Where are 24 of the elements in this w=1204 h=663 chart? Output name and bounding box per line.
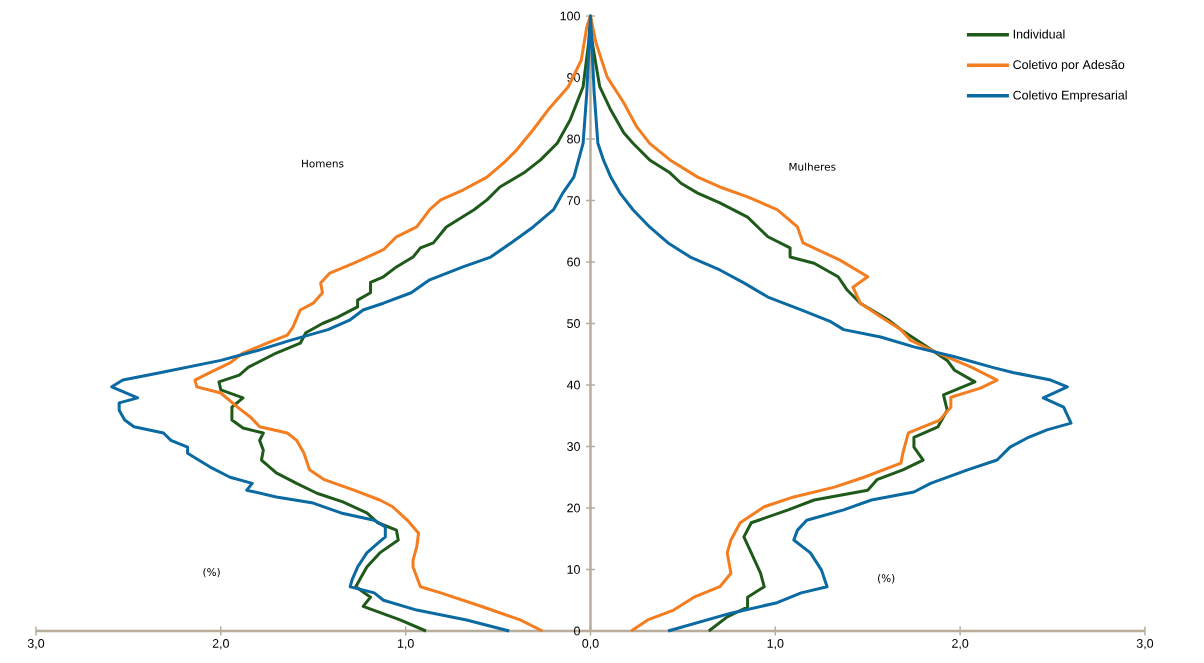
y-tick-label: 70 [567,196,580,205]
annotation: (%) [203,567,220,578]
x-tick-label: 1,0 [767,639,784,650]
annotation: Mulheres [789,162,836,171]
legend-label: Coletivo por Adesão [1013,59,1125,72]
y-tick-label: 40 [566,380,580,390]
annotation: Homens [302,159,344,168]
y-tick-label: 100 [560,11,580,21]
legend-label: Individual [1013,29,1065,39]
y-tick-label: 30 [567,442,580,451]
y-tick-label: 50 [567,319,580,328]
y-tick-label: 80 [567,134,580,144]
y-tick-label: 0 [574,626,580,636]
annotation: (%) [878,574,895,584]
x-tick-label: 2,0 [212,639,229,650]
x-tick-label: 2,0 [952,639,969,650]
y-tick-label: 60 [567,257,580,267]
y-tick-label: 20 [567,503,580,513]
x-tick-label: 1,0 [397,639,414,650]
legend-label: Coletivo Empresarial [1013,90,1127,103]
x-tick-label: 3,0 [1136,639,1154,650]
x-tick-label: 0,0 [582,639,599,650]
y-tick-label: 10 [567,565,580,574]
x-tick-label: 3,0 [27,639,45,650]
